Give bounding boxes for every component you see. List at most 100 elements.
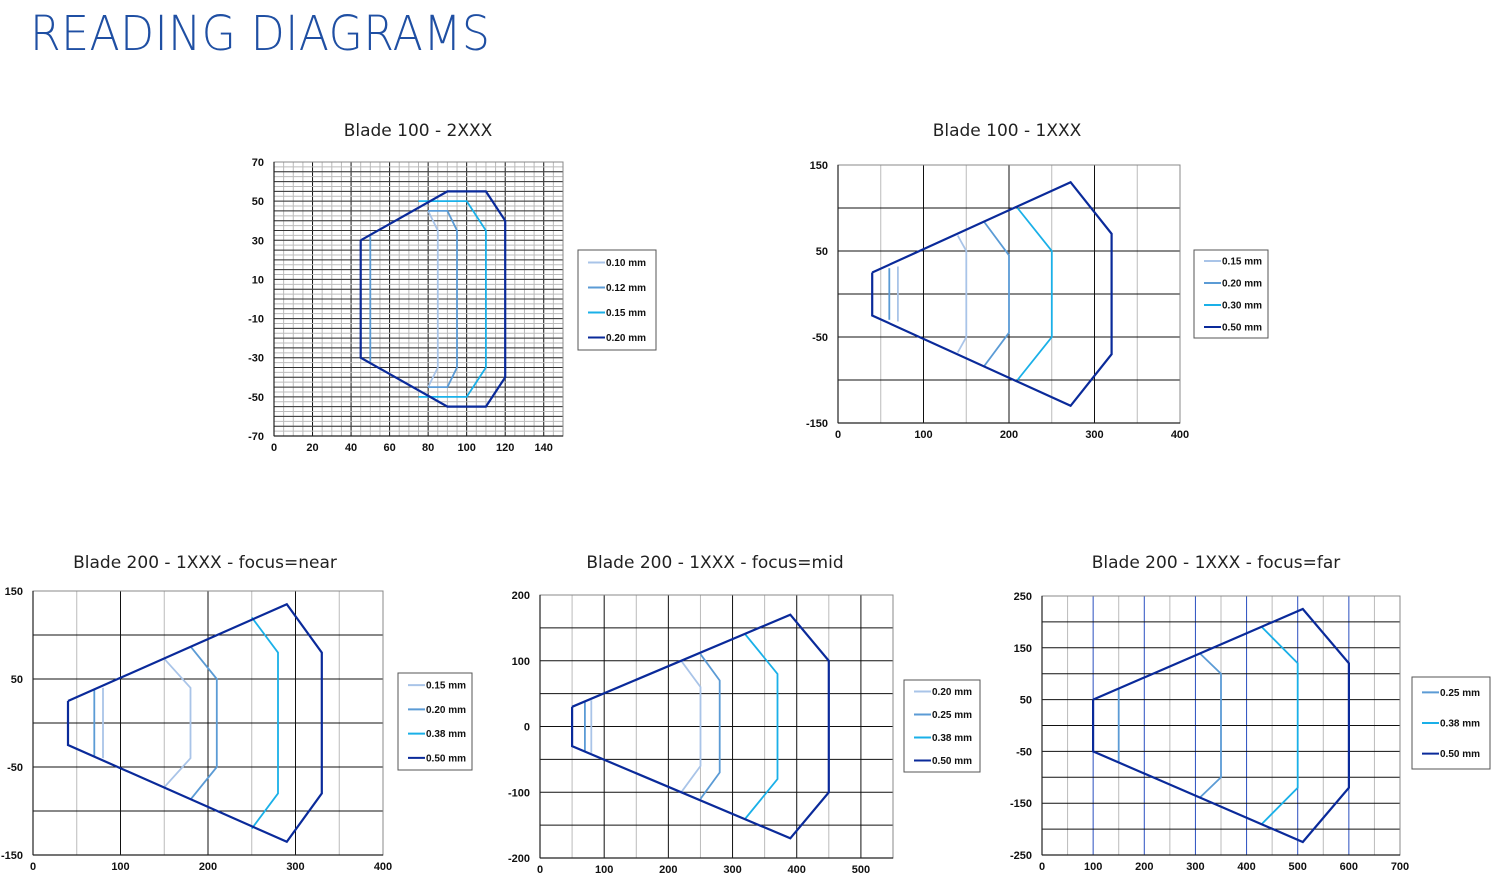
- x-tick-label: 400: [788, 864, 806, 876]
- y-tick-label: 50: [252, 196, 264, 208]
- y-tick-label: 50: [11, 674, 23, 686]
- series-line-0-50-mm: [871, 180, 1113, 408]
- chart-title-blade100-1xxx: Blade 100 - 1XXX: [932, 121, 1082, 141]
- legend-label: 0.38 mm: [426, 729, 466, 740]
- y-tick-label: -50: [1016, 746, 1032, 758]
- legend-label: 0.38 mm: [1440, 719, 1480, 730]
- x-tick-label: 300: [723, 864, 741, 876]
- y-tick-label: 0: [524, 722, 530, 734]
- x-tick-label: 100: [1084, 861, 1102, 873]
- y-tick-label: -50: [812, 332, 828, 344]
- x-tick-label: 500: [852, 864, 870, 876]
- x-tick-label: 140: [535, 442, 553, 454]
- chart-title-blade200-far: Blade 200 - 1XXX - focus=far: [1091, 553, 1341, 573]
- x-tick-label: 200: [1000, 429, 1018, 441]
- y-tick-label: 50: [1020, 695, 1032, 707]
- x-tick-label: 700: [1391, 861, 1409, 873]
- x-tick-label: 60: [383, 442, 395, 454]
- legend-label: 0.38 mm: [932, 733, 972, 744]
- x-tick-label: 300: [286, 861, 304, 873]
- x-tick-label: 600: [1340, 861, 1358, 873]
- legend-label: 0.15 mm: [606, 308, 646, 319]
- legend-label: 0.50 mm: [932, 756, 972, 767]
- series-line-0-25-mm: [699, 653, 721, 800]
- series-line-0-20-mm: [359, 190, 507, 408]
- legend-label: 0.25 mm: [1440, 688, 1480, 699]
- series-line-0-38-mm: [744, 633, 779, 820]
- series-line-0-20-mm: [680, 660, 702, 793]
- legend-label: 0.15 mm: [426, 681, 466, 692]
- x-tick-label: 80: [422, 442, 434, 454]
- y-tick-label: -250: [1010, 850, 1032, 862]
- series-line-0-25-mm: [1199, 653, 1222, 798]
- legend-box: [397, 672, 473, 771]
- y-tick-label: -30: [248, 353, 264, 365]
- y-tick-label: 100: [512, 656, 530, 668]
- x-tick-label: 200: [659, 864, 677, 876]
- legend: 0.20 mm 0.25 mm 0.38 mm 0.50 mm: [903, 679, 981, 773]
- legend-label: 0.50 mm: [1440, 749, 1480, 760]
- legend-label: 0.30 mm: [1222, 301, 1262, 312]
- x-tick-label: 20: [306, 442, 318, 454]
- x-tick-label: 100: [595, 864, 613, 876]
- chart-title-blade100-2xxx: Blade 100 - 2XXX: [343, 121, 493, 141]
- x-tick-label: 0: [271, 442, 277, 454]
- legend: 0.10 mm 0.12 mm 0.15 mm 0.20 mm: [577, 249, 657, 351]
- y-tick-label: 250: [1014, 591, 1032, 603]
- x-tick-label: 200: [1135, 861, 1153, 873]
- x-tick-label: 300: [1186, 861, 1204, 873]
- series-line-0-38-mm: [251, 616, 279, 830]
- y-tick-label: -200: [508, 853, 530, 865]
- series-line-0-10-mm: [427, 210, 439, 388]
- y-tick-label: 30: [252, 235, 264, 247]
- legend: 0.25 mm 0.38 mm 0.50 mm: [1411, 676, 1491, 770]
- legend-label: 0.20 mm: [932, 687, 972, 698]
- x-tick-label: 40: [345, 442, 357, 454]
- legend-box: [577, 249, 657, 351]
- legend-label: 0.50 mm: [426, 753, 466, 764]
- y-tick-label: 150: [1014, 643, 1032, 655]
- x-tick-label: 100: [457, 442, 475, 454]
- chart-blade200-far: 0 100 200 300 400 500 600 700 250 150 50 -50 -150 -25…: [1010, 591, 1491, 873]
- y-tick-label: 200: [512, 590, 530, 602]
- legend: 0.15 mm 0.20 mm 0.38 mm 0.50 mm: [397, 672, 473, 771]
- legend-box: [903, 679, 981, 773]
- y-tick-label: 50: [816, 246, 828, 258]
- x-tick-label: 400: [1237, 861, 1255, 873]
- legend-label: 0.25 mm: [932, 710, 972, 721]
- x-tick-label: 500: [1289, 861, 1307, 873]
- x-tick-label: 100: [111, 861, 129, 873]
- legend-label: 0.10 mm: [606, 258, 646, 269]
- series-line-0-50-mm: [1091, 607, 1351, 844]
- y-tick-label: 150: [810, 160, 828, 172]
- legend: 0.15 mm 0.20 mm 0.30 mm 0.50 mm: [1193, 249, 1269, 339]
- chart-title-blade200-mid: Blade 200 - 1XXX - focus=mid: [586, 553, 844, 573]
- series-line-0-50-mm: [570, 613, 830, 840]
- legend-label: 0.20 mm: [1222, 279, 1262, 290]
- y-tick-label: 10: [252, 274, 264, 286]
- chart-blade100-2xxx: 0 20 40 60 80 100 120 140 70 50 30 10 -10 -30 -50 -70 0.…: [248, 157, 657, 454]
- legend-box: [1193, 249, 1269, 339]
- y-tick-label: 150: [5, 586, 23, 598]
- y-tick-label: 70: [252, 157, 264, 169]
- x-tick-label: 0: [835, 429, 841, 441]
- x-tick-label: 300: [1085, 429, 1103, 441]
- series-line-0-20-mm: [982, 220, 1010, 368]
- x-tick-label: 200: [199, 861, 217, 873]
- legend-label: 0.20 mm: [426, 705, 466, 716]
- x-tick-label: 100: [914, 429, 932, 441]
- legend-label: 0.15 mm: [1222, 257, 1262, 268]
- series-line-0-20-mm: [189, 645, 218, 801]
- series-line-0-15-mm: [956, 235, 968, 353]
- y-tick-label: -10: [248, 314, 264, 326]
- series-line-0-15-mm: [163, 658, 192, 788]
- series-line-0-12-mm: [428, 209, 458, 389]
- y-tick-label: -100: [508, 787, 530, 799]
- series-line-0-38-mm: [1261, 626, 1299, 825]
- legend-label: 0.12 mm: [606, 283, 646, 294]
- y-tick-label: -50: [248, 392, 264, 404]
